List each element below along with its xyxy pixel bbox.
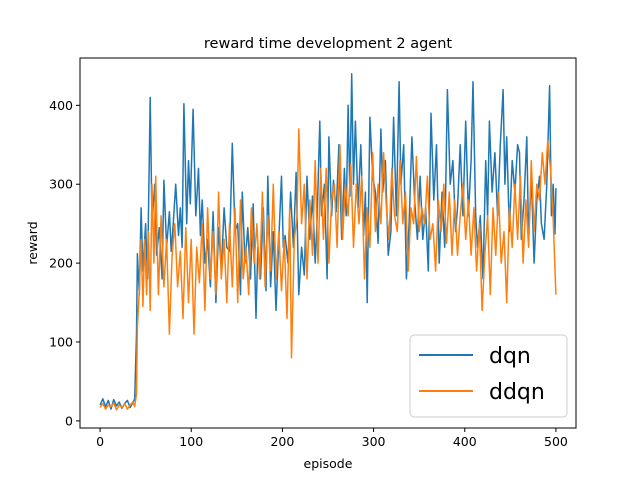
x-tick-label: 200 (270, 434, 294, 449)
legend-label-dqn: dqn (489, 344, 531, 369)
x-tick-label: 0 (96, 434, 104, 449)
y-axis-label: reward (25, 221, 40, 264)
y-tick-label: 200 (49, 256, 73, 271)
legend-label-ddqn: ddqn (489, 380, 545, 405)
plot-frame (79, 57, 577, 429)
y-tick-label: 400 (49, 98, 73, 113)
x-tick-label: 300 (362, 434, 386, 449)
y-tick-label: 300 (49, 177, 73, 192)
x-axis-ticks: 0 100 200 300 400 500 (96, 428, 568, 449)
series-layer (99, 73, 557, 411)
chart-title: reward time development 2 agent (204, 36, 452, 52)
legend: dqn ddqn (409, 334, 568, 418)
x-axis-label: episode (304, 456, 353, 471)
x-tick-label: 400 (453, 434, 477, 449)
y-tick-label: 0 (65, 413, 73, 428)
series-line-ddqn (99, 128, 557, 411)
y-axis-ticks: 0 100 200 300 400 (49, 98, 80, 428)
y-tick-label: 100 (49, 335, 73, 350)
x-tick-label: 500 (544, 434, 568, 449)
x-tick-label: 100 (179, 434, 203, 449)
